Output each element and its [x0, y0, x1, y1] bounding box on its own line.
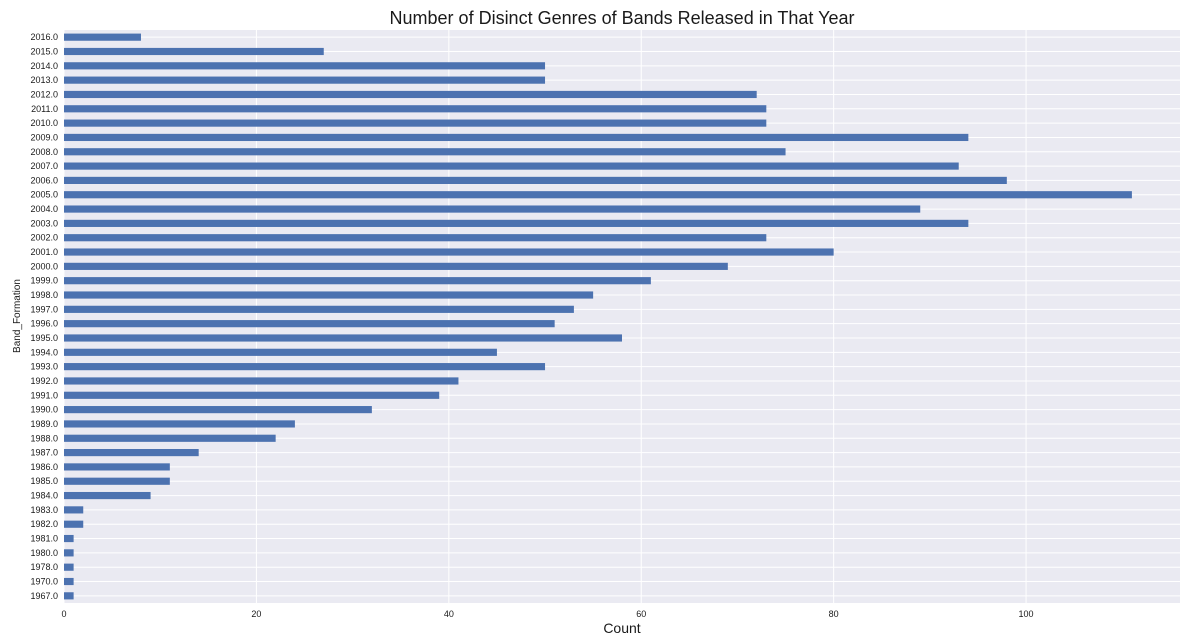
y-tick-label: 1984.0 — [30, 491, 58, 501]
bars — [64, 33, 1132, 600]
x-tick-label: 40 — [444, 609, 454, 619]
y-tick-label: 1994.0 — [30, 347, 58, 357]
y-tick-label: 2007.0 — [30, 161, 58, 171]
bar-2006.0 — [64, 176, 1007, 184]
bar-1990.0 — [64, 406, 372, 414]
bar-2000.0 — [64, 262, 728, 270]
bar-2011.0 — [64, 105, 767, 113]
x-axis-label: Count — [603, 620, 640, 636]
bar-1998.0 — [64, 291, 594, 299]
bar-2016.0 — [64, 33, 141, 41]
bar-2003.0 — [64, 219, 969, 227]
y-tick-label: 2008.0 — [30, 147, 58, 157]
bar-1982.0 — [64, 520, 84, 528]
bar-1994.0 — [64, 348, 497, 356]
y-tick-label: 2009.0 — [30, 132, 58, 142]
y-tick-label: 1983.0 — [30, 505, 58, 515]
bar-1996.0 — [64, 320, 555, 328]
y-tick-label: 1997.0 — [30, 304, 58, 314]
bar-1987.0 — [64, 449, 199, 457]
y-tick-label: 2012.0 — [30, 89, 58, 99]
bar-1992.0 — [64, 377, 459, 385]
bar-2012.0 — [64, 90, 757, 99]
bar-1970.0 — [64, 577, 74, 586]
y-tick-label: 2011.0 — [31, 104, 58, 114]
y-tick-label: 2003.0 — [30, 218, 58, 228]
bar-1999.0 — [64, 277, 651, 285]
y-tick-labels: 1967.0 1970.0 1978.0 1980.0 1981.0 1982.0 1983… — [30, 32, 58, 601]
y-tick-label: 2015.0 — [30, 46, 58, 56]
bar-1988.0 — [64, 434, 276, 442]
y-tick-label: 2005.0 — [30, 190, 58, 200]
bar-2009.0 — [64, 133, 969, 142]
y-tick-label: 2002.0 — [30, 233, 58, 243]
bar-1995.0 — [64, 334, 622, 342]
bar-2015.0 — [64, 47, 324, 56]
bar-1984.0 — [64, 491, 151, 500]
bar-1989.0 — [64, 420, 295, 428]
y-tick-label: 1981.0 — [30, 534, 58, 544]
y-tick-label: 2001.0 — [30, 247, 58, 257]
y-axis-label: Band_Formation — [12, 279, 23, 353]
bar-1981.0 — [64, 534, 74, 543]
y-tick-label: 2000.0 — [30, 261, 58, 271]
y-tick-label: 1995.0 — [30, 333, 58, 343]
y-tick-label: 1990.0 — [30, 405, 58, 415]
bar-1986.0 — [64, 463, 170, 471]
bar-1980.0 — [64, 549, 74, 557]
y-tick-label: 1982.0 — [30, 519, 58, 529]
y-tick-label: 1992.0 — [30, 376, 58, 386]
y-tick-label: 2013.0 — [30, 75, 58, 85]
y-tick-label: 1985.0 — [30, 476, 58, 486]
bar-1983.0 — [64, 506, 84, 514]
bar-2005.0 — [64, 191, 1132, 199]
y-tick-label: 2006.0 — [30, 175, 58, 185]
plot-background — [64, 30, 1180, 603]
x-tick-label: 60 — [636, 609, 646, 619]
y-tick-label: 1989.0 — [30, 419, 58, 429]
bar-2004.0 — [64, 205, 921, 213]
bar-2014.0 — [64, 62, 546, 70]
y-tick-label: 1967.0 — [30, 591, 58, 601]
chart-title: Number of Disinct Genres of Bands Releas… — [390, 8, 855, 28]
y-tick-label: 2010.0 — [30, 118, 58, 128]
y-tick-label: 2016.0 — [30, 32, 58, 42]
bar-1991.0 — [64, 391, 440, 399]
y-tick-label: 1991.0 — [30, 390, 58, 400]
x-tick-label: 20 — [251, 609, 261, 619]
bar-1993.0 — [64, 363, 546, 371]
bar-2002.0 — [64, 234, 767, 242]
y-tick-label: 2004.0 — [30, 204, 58, 214]
y-tick-label: 1988.0 — [30, 433, 58, 443]
bar-2001.0 — [64, 248, 834, 256]
bar-2008.0 — [64, 148, 786, 156]
y-tick-label: 1993.0 — [30, 362, 58, 372]
y-tick-label: 1978.0 — [30, 562, 58, 572]
bar-1978.0 — [64, 563, 74, 571]
x-tick-labels: 0 20 40 60 80 100 — [61, 609, 1033, 619]
x-tick-label: 100 — [1019, 609, 1034, 619]
bar-2013.0 — [64, 76, 546, 84]
x-tick-label: 80 — [829, 609, 839, 619]
bar-2010.0 — [64, 119, 767, 127]
y-tick-label: 1980.0 — [30, 548, 58, 558]
y-tick-label: 1986.0 — [30, 462, 58, 472]
bar-1967.0 — [64, 592, 74, 600]
y-tick-label: 1987.0 — [30, 448, 58, 458]
x-tick-label: 0 — [61, 609, 66, 619]
bar-2007.0 — [64, 162, 959, 170]
y-tick-label: 1998.0 — [30, 290, 58, 300]
y-tick-label: 1970.0 — [30, 577, 58, 587]
y-tick-label: 2014.0 — [30, 61, 58, 71]
y-tick-label: 1996.0 — [30, 319, 58, 329]
y-tick-label: 1999.0 — [30, 276, 58, 286]
bar-1985.0 — [64, 477, 170, 485]
bar-1997.0 — [64, 305, 574, 313]
